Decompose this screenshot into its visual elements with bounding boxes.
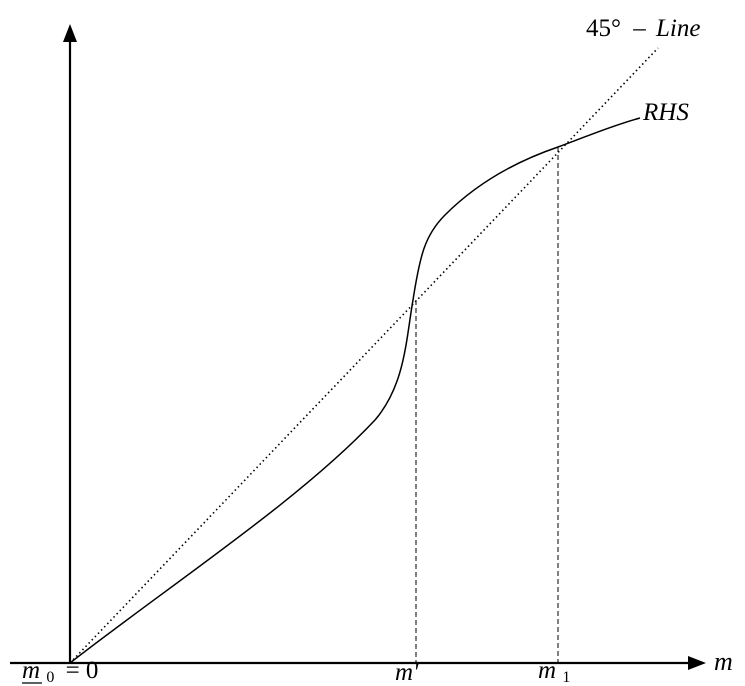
y-axis-arrow-icon [63,24,77,42]
x-axis-arrow-icon [688,656,706,670]
line-45-label: 45° – Line [586,15,700,42]
origin-sub-text: 0 [46,669,54,686]
line-45-degree-text: 45° [586,15,621,42]
origin-eq-text: = 0 [66,657,99,684]
m-prime-label: m' [395,659,419,686]
line-45-dash-text: – [632,15,646,42]
rhs-label: RHS [642,99,689,126]
line-45-word-text: Line [655,15,700,42]
m-one-sub-text: 1 [562,669,570,686]
rhs-curve [69,117,641,664]
forty-five-degree-line [69,47,659,664]
x-axis-label: m [714,647,733,676]
origin-label: m 0 = 0 [22,657,98,686]
m-one-text: m [538,657,556,684]
m-one-label: m 1 [538,657,570,686]
origin-m-text: m [22,657,40,684]
